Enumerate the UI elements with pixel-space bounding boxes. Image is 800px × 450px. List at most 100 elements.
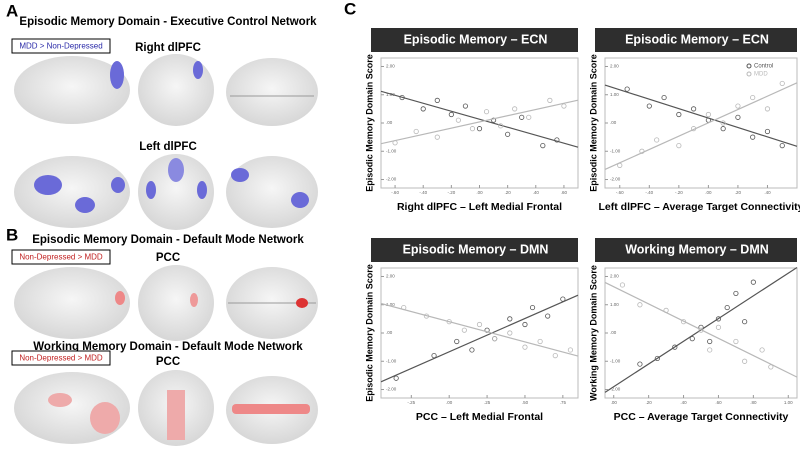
x-tick-label: -.20: [447, 190, 455, 195]
x-tick-label: .60: [715, 400, 722, 405]
x-tick-label: .00: [446, 400, 453, 405]
data-point: [715, 316, 722, 322]
chart-title: Working Memory – DMN: [625, 242, 769, 256]
region-label: PCC: [156, 356, 180, 368]
data-point: [764, 106, 771, 112]
fit-line: [380, 99, 579, 145]
chart-header: [371, 28, 578, 52]
brain-sagittal: [14, 56, 130, 124]
data-point: [691, 106, 697, 112]
fit-line: [604, 84, 798, 147]
y-tick-label: .00: [610, 120, 617, 125]
data-point: [733, 338, 739, 345]
y-tick-label: 1.00: [610, 302, 619, 307]
data-point: [476, 321, 483, 328]
data-point: [507, 330, 513, 336]
x-tick-label: -.40: [645, 190, 653, 195]
data-point: [676, 143, 682, 149]
x-tick-label: .80: [750, 400, 757, 405]
y-axis-label: Episodic Memory Domain Score: [364, 54, 374, 192]
data-point: [750, 134, 756, 140]
y-axis-label: Working Memory Domain Score: [588, 265, 598, 401]
data-point: [455, 117, 461, 123]
panel-title: Episodic Memory Domain - Default Mode Ne…: [32, 234, 304, 246]
activation: [110, 61, 124, 89]
y-tick-label: .00: [610, 330, 617, 335]
data-point: [661, 94, 667, 101]
activation: [111, 177, 125, 193]
plot-area: [380, 57, 579, 189]
data-point: [560, 296, 566, 302]
y-tick-label: 2.00: [386, 274, 395, 279]
brain-row: [14, 370, 318, 446]
x-tick-label: .40: [533, 190, 540, 195]
data-point: [764, 128, 771, 135]
activation: [75, 197, 95, 213]
panel-title: Working Memory Domain - Default Mode Net…: [33, 341, 303, 353]
data-point: [654, 355, 660, 362]
brain-sagittal: [14, 267, 130, 339]
data-point: [469, 126, 476, 132]
data-point: [707, 347, 713, 353]
activation: [291, 192, 309, 208]
data-point: [547, 97, 553, 103]
data-point: [448, 111, 454, 118]
data-point: [735, 114, 741, 120]
brain-row: [14, 154, 318, 230]
data-point: [399, 94, 405, 101]
x-tick-label: -.60: [391, 190, 399, 195]
y-tick-label: -1.00: [610, 148, 621, 153]
y-tick-label: 2.00: [386, 64, 395, 69]
data-point: [561, 103, 567, 109]
x-axis-label: PCC – Left Medial Frontal: [416, 411, 543, 423]
data-point: [779, 143, 785, 149]
data-point: [624, 86, 630, 92]
brain-coronal: [138, 265, 214, 341]
data-point: [529, 304, 536, 311]
data-point: [512, 106, 518, 112]
plot-area: [604, 267, 798, 399]
data-point: [750, 94, 756, 101]
x-tick-label: .60: [561, 190, 568, 195]
data-point: [526, 114, 532, 120]
y-tick-label: 2.00: [610, 64, 619, 69]
data-point: [552, 353, 558, 359]
data-point: [672, 344, 678, 350]
x-tick-label: .50: [522, 400, 529, 405]
data-point: [646, 103, 652, 109]
legend-marker: [746, 63, 752, 69]
chart-title: Episodic Memory – ECN: [625, 32, 769, 46]
contrast-label: Non-Depressed > MDD: [19, 253, 103, 262]
data-point: [735, 103, 741, 109]
data-point: [498, 123, 504, 129]
y-tick-label: 1.00: [386, 302, 395, 307]
panel-letter: B: [6, 225, 18, 244]
data-point: [469, 347, 475, 353]
data-point: [707, 338, 713, 345]
y-tick-label: -2.00: [610, 387, 621, 392]
contrast-label: MDD > Non-Depressed: [19, 42, 102, 51]
region-label: PCC: [156, 252, 180, 264]
x-axis-label: Right dlPFC – Left Medial Frontal: [397, 201, 562, 213]
fit-line: [380, 90, 579, 148]
data-point: [720, 120, 726, 126]
data-point: [768, 364, 774, 370]
brain-coronal: [138, 54, 214, 126]
x-tick-label: 1.00: [784, 400, 793, 405]
data-point: [750, 279, 756, 285]
data-point: [522, 344, 528, 350]
data-point: [505, 131, 511, 137]
y-axis-label: Episodic Memory Domain Score: [588, 54, 598, 192]
data-point: [476, 126, 483, 132]
data-point: [454, 338, 460, 345]
legend-label: Control: [754, 64, 773, 70]
panel-letter: A: [6, 1, 18, 20]
activation: [48, 393, 72, 407]
data-point: [779, 80, 785, 87]
data-point: [689, 336, 695, 342]
activation: [115, 291, 125, 305]
data-point: [462, 103, 469, 109]
data-point: [420, 106, 426, 112]
